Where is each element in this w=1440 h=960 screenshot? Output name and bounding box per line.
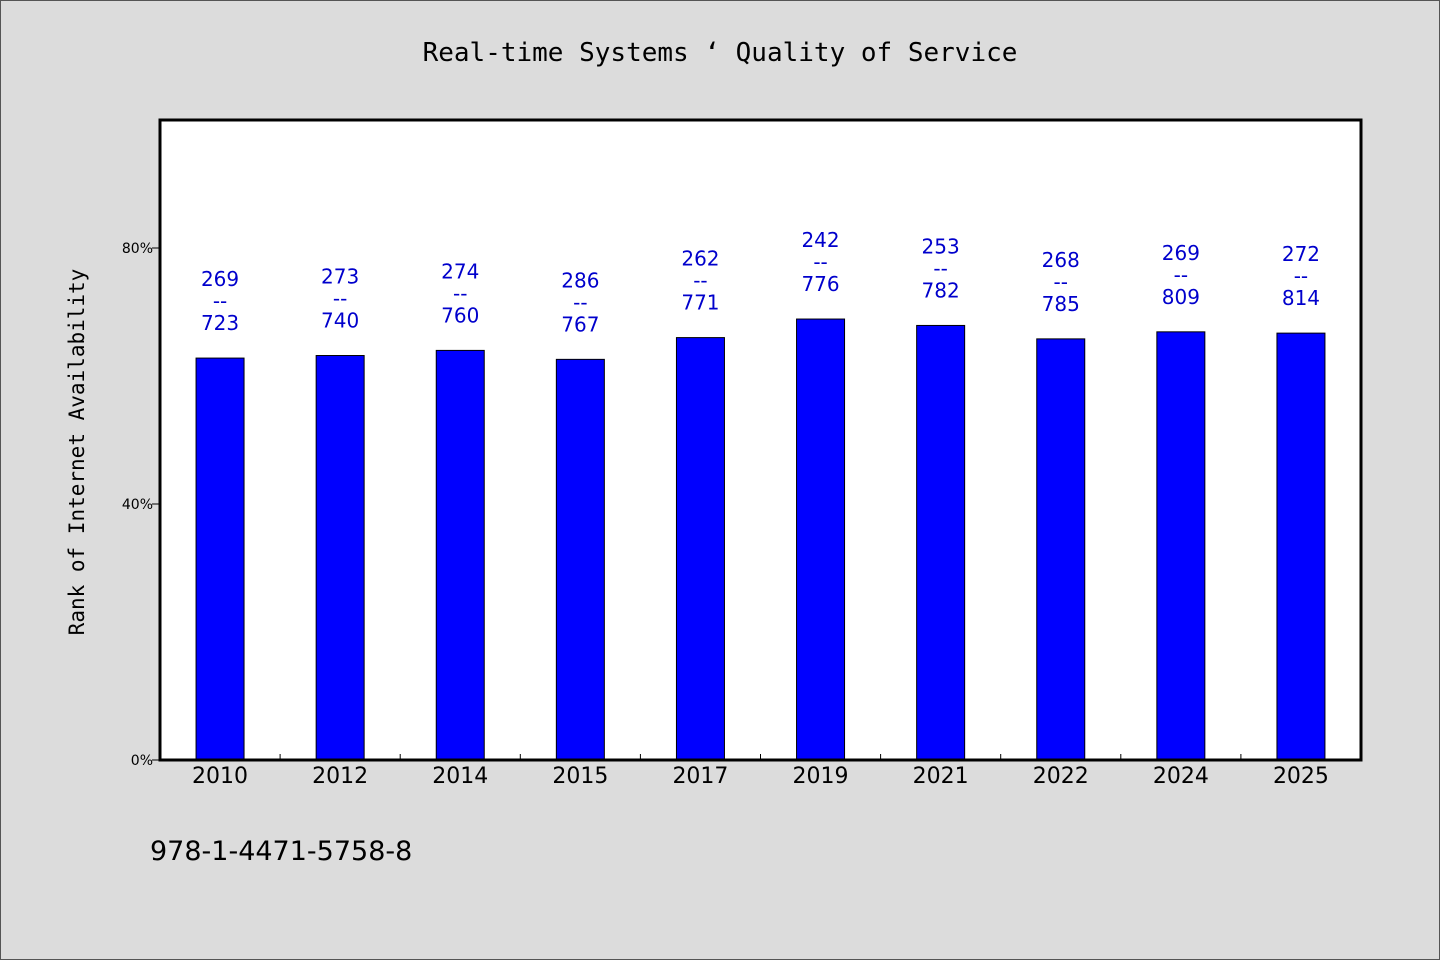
data-label: 274 xyxy=(441,259,479,283)
x-tick-label: 2010 xyxy=(192,764,248,789)
data-label: 268 xyxy=(1042,248,1080,272)
bar[interactable] xyxy=(195,357,245,761)
data-label: -- xyxy=(933,256,947,280)
bar[interactable] xyxy=(1276,332,1326,761)
y-tick-label: 40% xyxy=(122,497,153,513)
data-label: -- xyxy=(1174,263,1188,287)
bar[interactable] xyxy=(1156,331,1206,761)
bar[interactable] xyxy=(555,358,605,761)
y-tick-label: 80% xyxy=(122,241,153,257)
y-tick-label: 0% xyxy=(131,753,153,769)
bar[interactable] xyxy=(916,324,966,761)
isbn-footer: 978-1-4471-5758-8 xyxy=(150,836,413,867)
data-label: -- xyxy=(573,290,587,314)
bar[interactable] xyxy=(796,318,846,761)
data-label: 242 xyxy=(801,228,839,252)
data-label: 760 xyxy=(441,303,479,327)
x-tick-label: 2019 xyxy=(793,764,849,789)
data-label: 782 xyxy=(922,278,960,302)
bar[interactable] xyxy=(675,337,725,761)
data-label: 767 xyxy=(561,312,599,336)
data-label: 809 xyxy=(1162,285,1200,309)
data-label: 253 xyxy=(922,234,960,258)
data-label: 269 xyxy=(1162,241,1200,265)
data-label: 262 xyxy=(681,247,719,271)
x-tick-label: 2015 xyxy=(552,764,608,789)
x-tick-label: 2017 xyxy=(672,764,728,789)
bar[interactable] xyxy=(315,355,365,761)
data-label: -- xyxy=(453,281,467,305)
data-label: 814 xyxy=(1282,286,1320,310)
data-label: 272 xyxy=(1282,242,1320,266)
data-label: -- xyxy=(1054,270,1068,294)
data-label: -- xyxy=(693,269,707,293)
x-tick-label: 2021 xyxy=(913,764,969,789)
data-label: 273 xyxy=(321,265,359,289)
data-label: -- xyxy=(333,287,347,311)
bar[interactable] xyxy=(1036,338,1086,761)
data-label: 771 xyxy=(681,291,719,315)
data-label: -- xyxy=(813,250,827,274)
plot-frame xyxy=(158,118,1363,762)
data-label: 776 xyxy=(801,272,839,296)
x-tick-label: 2012 xyxy=(312,764,368,789)
data-label: 269 xyxy=(201,267,239,291)
data-label: 740 xyxy=(321,309,359,333)
data-label: 723 xyxy=(201,311,239,335)
data-label: -- xyxy=(1294,264,1308,288)
x-tick-label: 2024 xyxy=(1153,764,1209,789)
x-tick-label: 2025 xyxy=(1273,764,1329,789)
x-tick-label: 2022 xyxy=(1033,764,1089,789)
data-label: -- xyxy=(213,289,227,313)
chart-title: Real-time Systems ‘ Quality of Service xyxy=(422,38,1018,68)
x-tick-label: 2014 xyxy=(432,764,488,789)
data-label: 286 xyxy=(561,268,599,292)
data-label: 785 xyxy=(1042,292,1080,316)
bar[interactable] xyxy=(435,349,485,761)
